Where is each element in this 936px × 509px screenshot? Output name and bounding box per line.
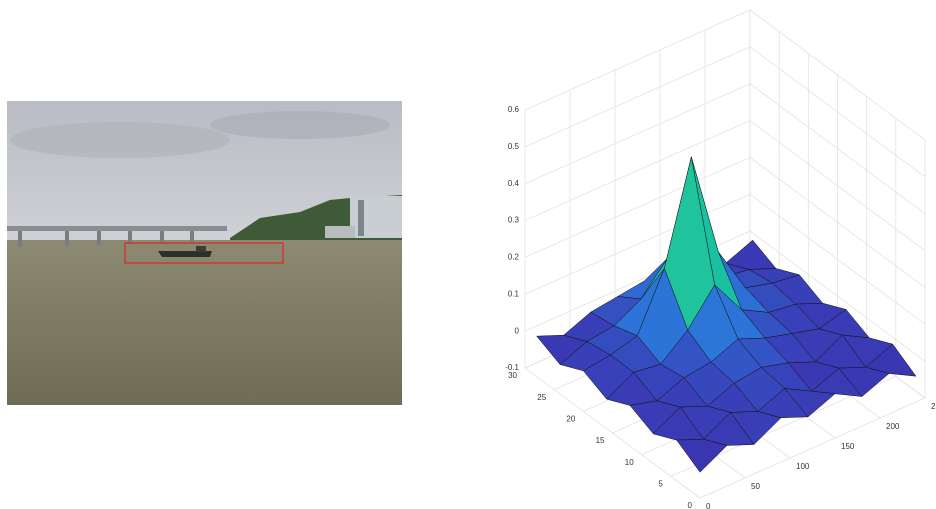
z-tick-label: 0.4 — [508, 179, 520, 188]
y-tick-label: 15 — [596, 436, 605, 445]
z-tick-label: 0.6 — [508, 105, 520, 114]
y-tick-label: 5 — [658, 479, 663, 488]
photo — [7, 101, 402, 405]
z-tick-label: 0.1 — [508, 289, 520, 298]
y-tick-label: 20 — [566, 414, 575, 423]
z-grid-line — [525, 84, 750, 184]
z-grid-line — [525, 157, 750, 257]
surface-patch — [677, 439, 727, 472]
z-grid-line — [525, 47, 750, 147]
z-grid-line — [525, 121, 750, 221]
x-tick-label: 200 — [886, 422, 900, 431]
surface-plot: -0.100.10.20.30.40.50.605010015020025005… — [505, 10, 936, 509]
y-tick-label: 25 — [537, 393, 546, 402]
figure: -0.100.10.20.30.40.50.605010015020025005… — [0, 0, 936, 509]
y-tick-label: 10 — [625, 458, 634, 467]
x-tick-label: 50 — [751, 482, 760, 491]
z-grid-line — [525, 10, 750, 110]
y-tick-label: 30 — [508, 371, 517, 380]
x-tick-label: 250 — [931, 402, 936, 411]
z-tick-label: 0 — [515, 326, 520, 335]
z-tick-label: 0.3 — [508, 216, 520, 225]
canvas: -0.100.10.20.30.40.50.605010015020025005… — [0, 0, 936, 509]
x-tick-label: 100 — [796, 462, 810, 471]
z-tick-label: 0.5 — [508, 142, 520, 151]
x-tick-label: 0 — [706, 502, 711, 509]
z-tick-label: 0.2 — [508, 253, 520, 262]
y-tick-label: 0 — [688, 501, 693, 509]
x-tick-label: 150 — [841, 442, 855, 451]
